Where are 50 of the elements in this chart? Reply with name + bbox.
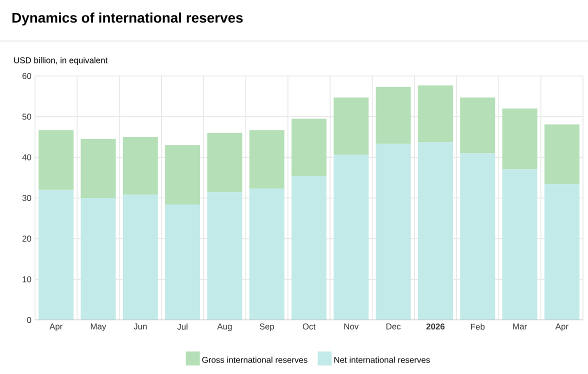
bar: [207, 132, 242, 192]
bar: [376, 86, 411, 144]
bar: [292, 176, 327, 320]
bar: [502, 169, 538, 320]
y-tick-label: 30: [22, 195, 32, 201]
text: USD billion, in equivalent: [14, 57, 108, 65]
bar: [418, 85, 453, 142]
bar: [165, 204, 200, 320]
x-tick-label: Jul: [177, 324, 188, 330]
y-tick-label: 60: [22, 73, 32, 79]
bar: [334, 98, 369, 154]
legend-label: Net international reserves: [334, 356, 430, 363]
y-tick-label: 10: [22, 276, 32, 282]
x-tick-label: 2026: [426, 324, 445, 330]
x-tick-label: Oct: [302, 324, 316, 330]
y-tick-label: 40: [22, 154, 32, 160]
bar: [502, 108, 538, 170]
bar: [544, 124, 580, 184]
x-tick-label: Dec: [386, 324, 401, 330]
x-tick-label: Mar: [513, 324, 527, 330]
bar: [80, 198, 116, 320]
bar: [249, 130, 284, 189]
bar: [334, 154, 369, 320]
bar: [165, 145, 200, 205]
bar: [38, 190, 74, 320]
bar: [80, 139, 116, 198]
y-tick-label: 20: [22, 236, 32, 242]
bar: [460, 98, 496, 154]
x-tick-label: Sep: [260, 324, 274, 332]
legend-label: Gross international reserves: [202, 356, 308, 363]
bar: [544, 184, 580, 320]
chart-title: Dynamics of international reserves: [12, 12, 243, 26]
bar: [38, 130, 74, 190]
bar: [207, 192, 242, 320]
bar: [460, 153, 496, 320]
x-tick-label: Nov: [344, 324, 359, 330]
x-tick-label: Apr: [555, 324, 568, 332]
y-tick-label: 0: [27, 317, 32, 323]
x-tick-label: Aug: [217, 324, 232, 332]
bar: [249, 188, 284, 320]
x-tick-label: May: [90, 324, 106, 332]
bar: [122, 194, 158, 320]
bar: [292, 118, 327, 176]
x-tick-label: Apr: [50, 324, 63, 332]
bar: [122, 137, 158, 195]
y-tick-label: 50: [22, 114, 32, 120]
x-tick-label: Feb: [471, 324, 485, 330]
x-tick-label: Jun: [134, 324, 147, 330]
bar: [376, 144, 411, 320]
bar: [418, 142, 453, 320]
